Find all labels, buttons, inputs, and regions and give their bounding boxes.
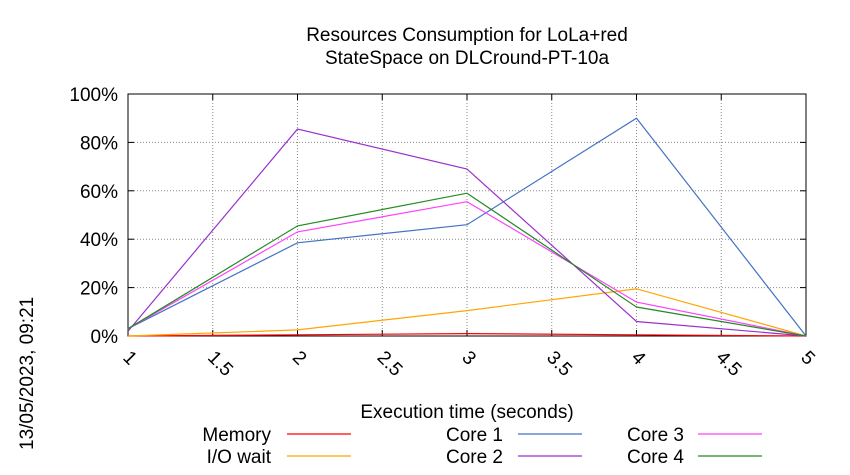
y-tick-label: 80% — [80, 133, 118, 154]
x-tick-label: 5 — [796, 347, 818, 369]
series-line-core-4 — [127, 192, 807, 337]
legend-label-core-2: Core 2 — [446, 447, 503, 468]
x-tick-label: 4 — [627, 347, 650, 370]
y-tick-label: 60% — [80, 182, 118, 203]
x-axis-label: Execution time (seconds) — [360, 402, 573, 423]
x-tick-label: 3.5 — [542, 347, 576, 381]
y-tick-label: 100% — [69, 85, 118, 106]
grid-lines — [128, 94, 806, 336]
x-axis-ticks: 1 1.5 2 2.5 3 3.5 4 4.5 5 — [118, 94, 819, 381]
legend-label-i-o-wait: I/O wait — [207, 447, 272, 468]
series-line-core-3 — [127, 201, 807, 337]
legend-label-core-4: Core 4 — [627, 447, 684, 468]
legend-label-memory: Memory — [202, 425, 271, 446]
y-tick-label: 40% — [80, 230, 118, 251]
x-tick-label: 2 — [288, 347, 310, 369]
x-tick-label: 3 — [457, 347, 479, 369]
y-tick-label: 20% — [80, 279, 118, 300]
series-line-core-1 — [127, 117, 807, 337]
series-line-core-2 — [127, 128, 807, 337]
series-line-i-o-wait — [127, 288, 807, 337]
y-axis-ticks: 0% 20% 40% 60% 80% 100% — [69, 85, 806, 348]
legend-label-core-3: Core 3 — [627, 425, 684, 446]
x-tick-label: 1.5 — [203, 347, 237, 381]
x-tick-label: 1 — [118, 347, 140, 369]
x-tick-label: 4.5 — [712, 347, 746, 381]
chart-title-line-1: Resources Consumption for LoLa+red — [306, 25, 628, 46]
series-line-memory — [127, 332, 807, 337]
legend-label-core-1: Core 1 — [446, 425, 503, 446]
x-tick-label: 2.5 — [373, 347, 407, 381]
chart-title-line-2: StateSpace on DLCround-PT-10a — [325, 48, 610, 69]
timestamp-label: 13/05/2023, 09:21 — [17, 297, 38, 450]
series-lines — [127, 117, 807, 337]
y-tick-label: 0% — [91, 327, 119, 348]
